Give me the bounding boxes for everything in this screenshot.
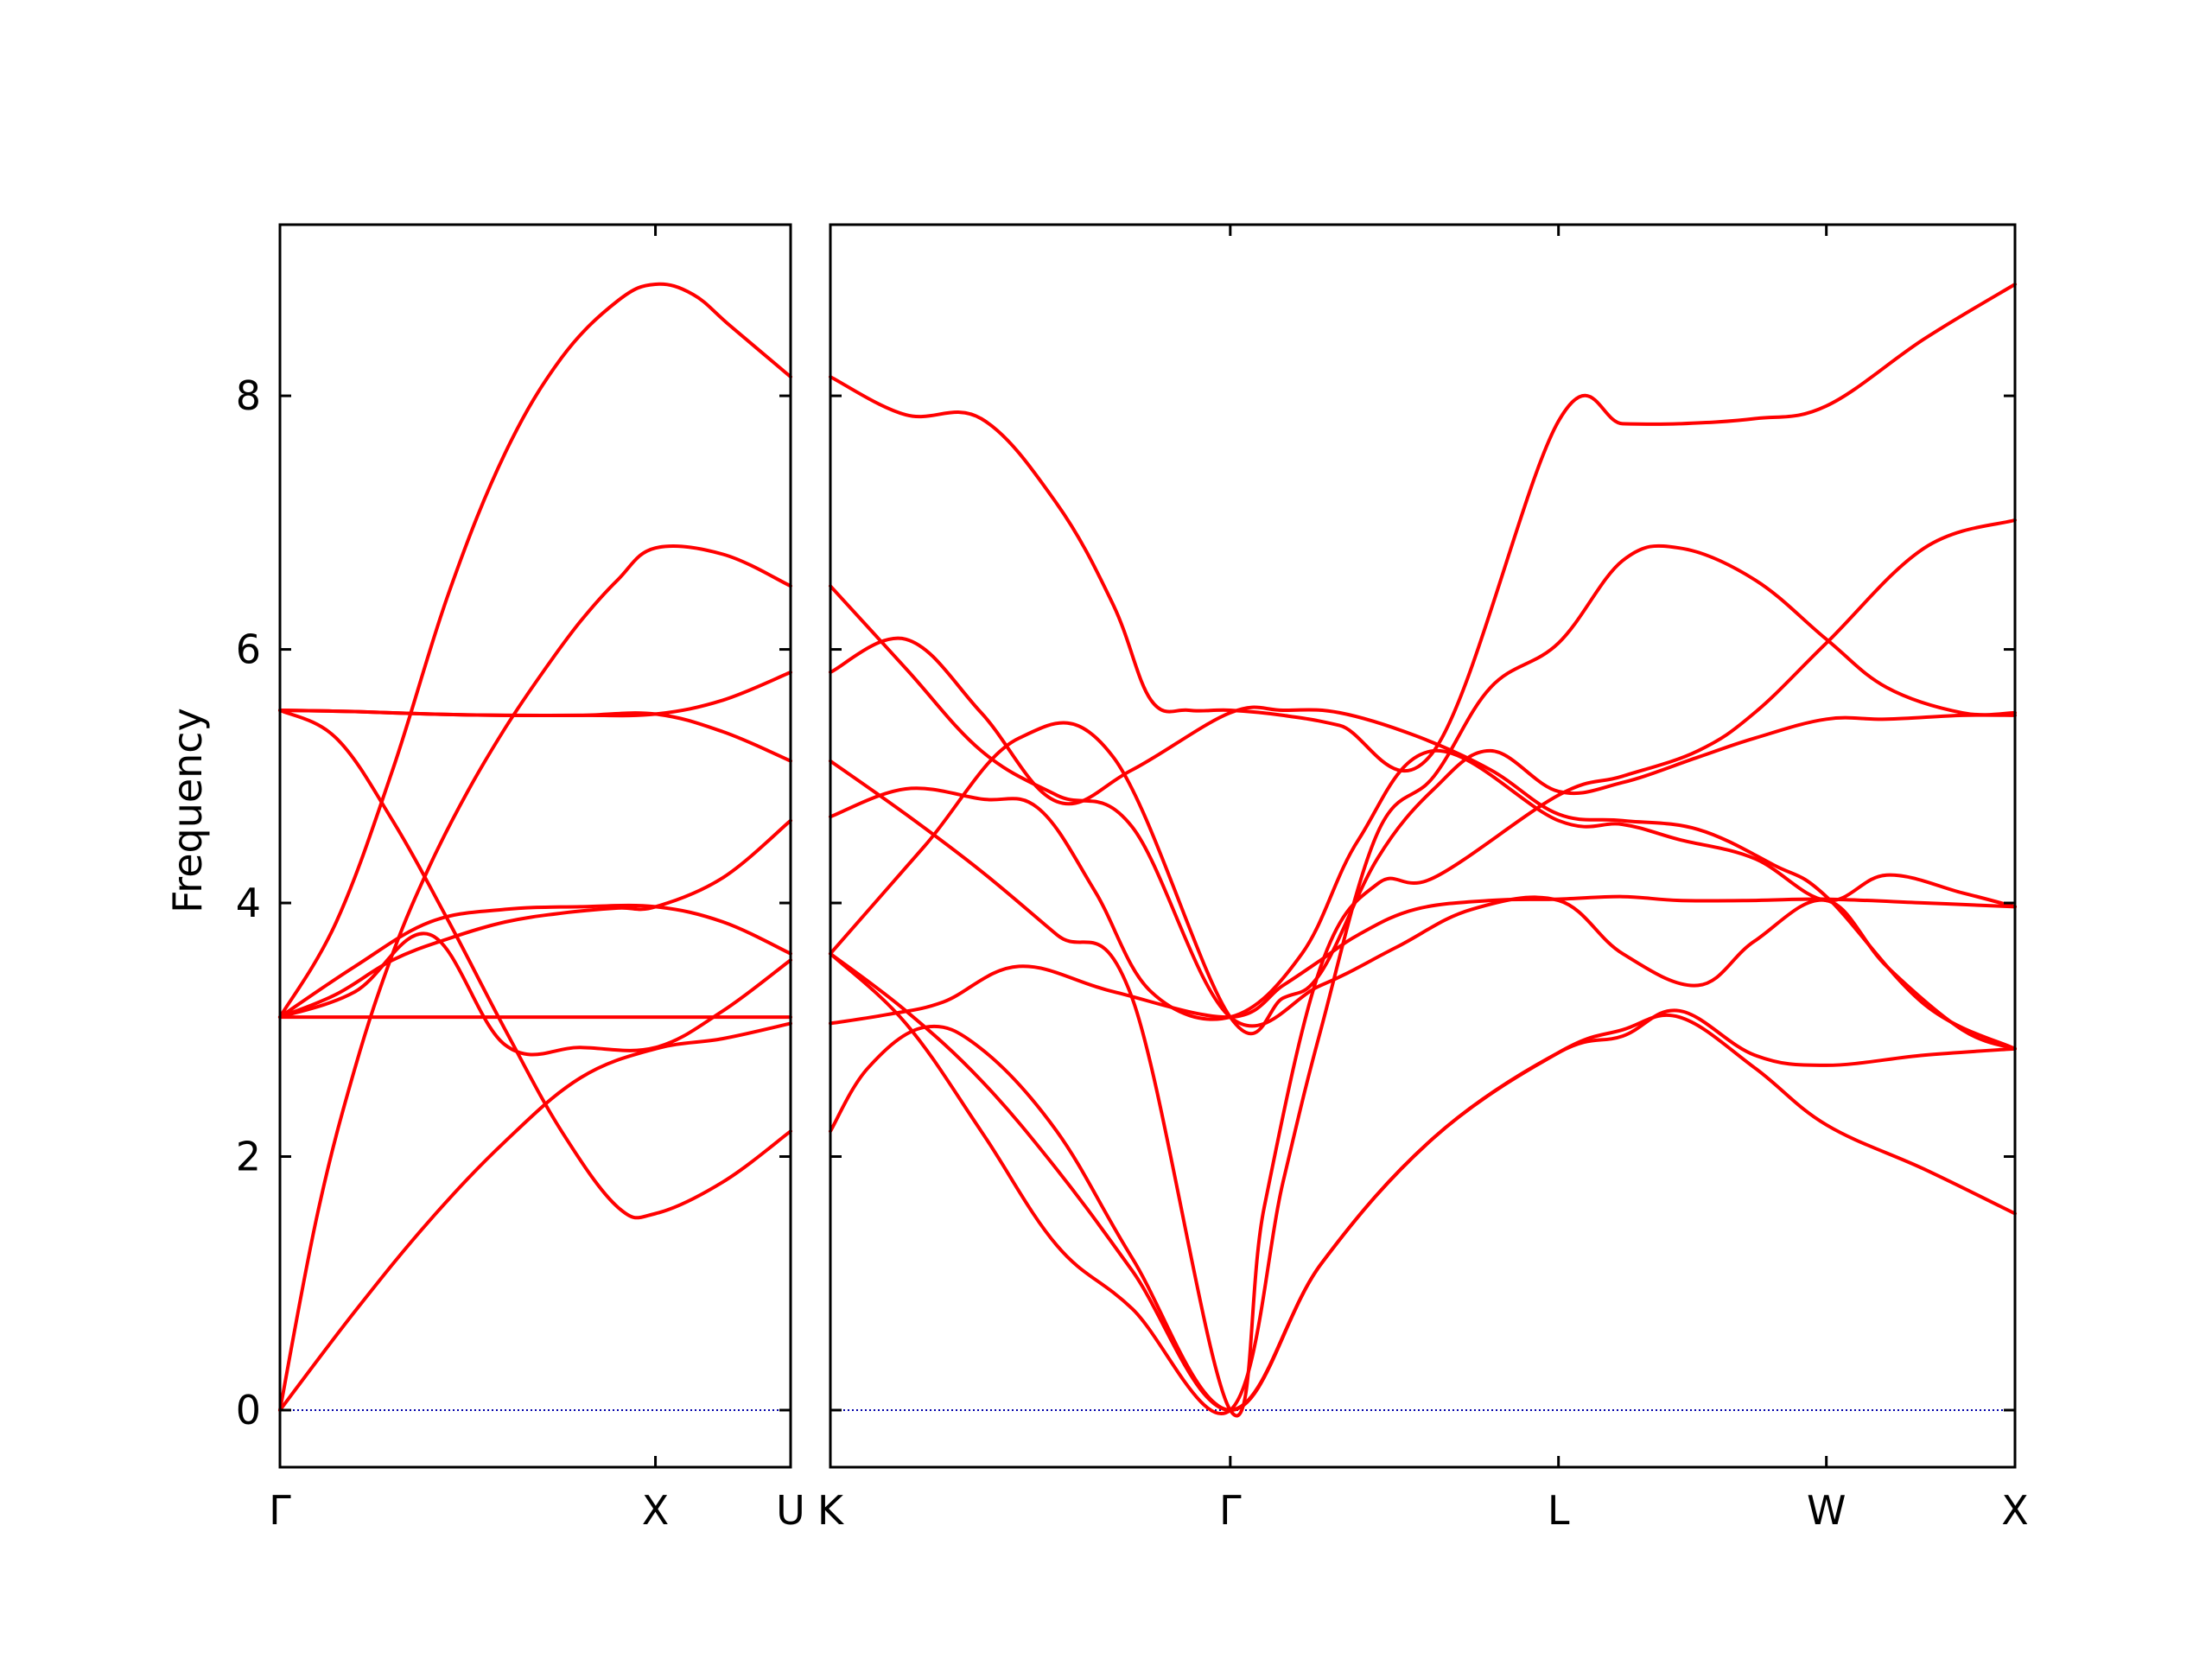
x-tick-label: X: [2001, 1487, 2029, 1534]
band-2-line: [278, 543, 792, 1412]
x-tick-label: X: [642, 1487, 670, 1534]
band-5-line: [278, 709, 792, 1220]
panel-frame: [829, 223, 2017, 1469]
x-tick-label: U: [776, 1487, 805, 1534]
y-tick-label: 0: [236, 1387, 261, 1433]
x-tick-label: K: [817, 1487, 845, 1534]
band-10-line: [829, 713, 2017, 1036]
panel-frame: [278, 223, 792, 1469]
y-tick-label: 6: [236, 626, 261, 673]
band-8-line: [829, 748, 2017, 1021]
y-tick-label: 8: [236, 372, 261, 419]
band-1-line: [829, 951, 2017, 1413]
band-4-line: [829, 636, 2017, 1051]
band-5-line: [829, 894, 2017, 1026]
band-3-line: [829, 518, 2017, 1418]
band-9-line: [829, 584, 2017, 1051]
y-tick-label: 4: [236, 880, 261, 926]
band-7-line: [278, 709, 792, 763]
panel-gamma-x-u: 0 2 4 6 8 Γ X U: [236, 223, 805, 1534]
y-axis-label: Frequency: [164, 708, 211, 913]
x-tick-label: W: [1807, 1487, 1846, 1534]
band-10-line: [278, 931, 792, 1057]
band-7-line: [829, 283, 2017, 773]
x-tick-label: Γ: [269, 1487, 291, 1534]
band-9-line: [278, 903, 792, 1020]
band-4-line: [278, 818, 792, 1020]
band-2-line: [829, 1008, 2017, 1413]
x-tick-label: Γ: [1219, 1487, 1242, 1534]
band-6-line: [829, 543, 2017, 1415]
band-3-line: [278, 282, 792, 1020]
y-tick-label: 2: [236, 1134, 261, 1180]
band-6-line: [278, 671, 792, 718]
band-1-line: [278, 1021, 792, 1412]
x-tick-label: L: [1548, 1487, 1570, 1534]
